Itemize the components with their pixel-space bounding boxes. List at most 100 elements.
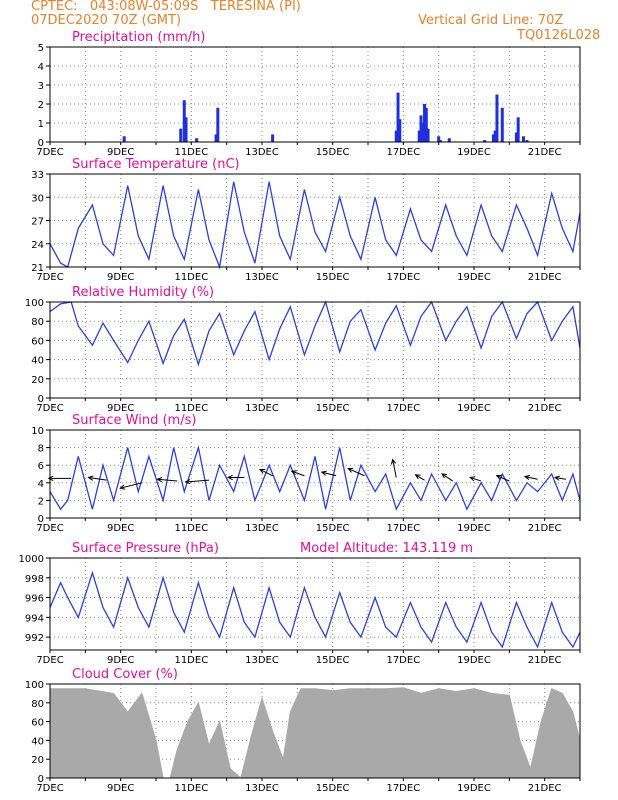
x-tick-label: 9DEC [107, 272, 134, 283]
precip-bar [184, 117, 188, 142]
x-tick-label: 7DEC [36, 655, 63, 666]
x-tick-label: 9DEC [107, 523, 134, 534]
wind-vector [291, 470, 305, 477]
y-tick-label: 100 [25, 298, 44, 309]
precip-bar [500, 107, 504, 142]
y-tick-label: 6 [38, 461, 44, 472]
wind-series-line [49, 445, 581, 511]
precip-bar [182, 100, 186, 142]
x-tick-label: 21DEC [528, 783, 562, 794]
wind-arrow-head [184, 479, 191, 485]
header-code: TQ0126L028 [517, 28, 601, 43]
rh-series-line [49, 300, 581, 367]
x-tick-label: 19DEC [457, 523, 491, 534]
x-tick-label: 17DEC [386, 655, 420, 666]
rh-title: Relative Humidity (%) [72, 285, 214, 300]
y-tick-label: 0 [38, 514, 44, 525]
wind-vector [441, 473, 454, 482]
rh-frame [49, 301, 581, 399]
y-tick-label: 4 [38, 479, 44, 490]
wind-arrow-head [469, 476, 476, 482]
x-tick-label: 7DEC [36, 272, 63, 283]
y-tick-label: 10 [31, 426, 44, 437]
x-tick-label: 11DEC [174, 147, 208, 158]
x-tick-label: 21DEC [528, 655, 562, 666]
x-tick-label: 11DEC [174, 655, 208, 666]
wind-vector [470, 476, 482, 482]
x-tick-label: 13DEC [245, 655, 279, 666]
x-tick-label: 15DEC [316, 655, 350, 666]
wind-arrow-head [523, 474, 530, 481]
precip-bar [491, 134, 495, 142]
wind-vector [88, 476, 107, 481]
cloud-title: Cloud Cover (%) [72, 667, 178, 682]
precip-bar [179, 128, 183, 142]
y-tick-label: 2 [38, 100, 44, 111]
x-tick-label: 11DEC [174, 403, 208, 414]
x-tick-label: 15DEC [316, 147, 350, 158]
wind-vector [524, 476, 538, 480]
x-tick-label: 15DEC [316, 523, 350, 534]
precip-bar [424, 107, 428, 142]
wind-vector [415, 474, 425, 481]
y-tick-label: 1 [38, 119, 44, 130]
y-tick-label: 994 [25, 613, 44, 624]
x-tick-label: 19DEC [457, 403, 491, 414]
precip-bar [438, 140, 442, 142]
precip-bar [122, 136, 126, 142]
x-tick-label: 7DEC [36, 523, 63, 534]
precip-bar [271, 134, 275, 142]
x-tick-label: 13DEC [245, 783, 279, 794]
wind-vector [259, 469, 273, 477]
precip-bar [419, 115, 423, 142]
x-tick-label: 21DEC [528, 147, 562, 158]
precip-title: Precipitation (mm/h) [72, 30, 205, 45]
x-tick-label: 9DEC [107, 783, 134, 794]
wind-vector [348, 468, 365, 477]
wind-arrow-head [553, 475, 561, 481]
wind-arrow-head [47, 475, 54, 482]
x-tick-label: 17DEC [386, 783, 420, 794]
x-tick-label: 17DEC [386, 147, 420, 158]
x-tick-label: 7DEC [36, 147, 63, 158]
temp-series-line [49, 181, 581, 270]
precip-bar [525, 140, 529, 142]
precip-bar [423, 104, 427, 142]
x-tick-label: 9DEC [107, 403, 134, 414]
precip-bar [514, 132, 518, 142]
x-tick-label: 13DEC [245, 403, 279, 414]
y-tick-label: 1000 [19, 554, 44, 565]
wind-vector [496, 475, 510, 482]
header-grid-line: Vertical Grid Line: 70Z [418, 13, 564, 28]
y-tick-label: 33 [31, 170, 44, 181]
press-series-line [49, 570, 581, 649]
wind-vector [392, 459, 397, 478]
precip-frame [49, 46, 581, 143]
y-tick-label: 60 [31, 336, 44, 347]
x-tick-label: 13DEC [245, 272, 279, 283]
x-tick-label: 7DEC [36, 403, 63, 414]
x-tick-label: 9DEC [107, 147, 134, 158]
wind-arrow-head [290, 470, 297, 476]
precip-bar [437, 136, 441, 142]
x-tick-label: 11DEC [174, 272, 208, 283]
precip-bar [483, 140, 487, 142]
x-tick-label: 21DEC [528, 403, 562, 414]
x-tick-label: 21DEC [528, 523, 562, 534]
x-tick-label: 9DEC [107, 655, 134, 666]
y-tick-label: 3 [38, 81, 44, 92]
model-altitude: Model Altitude: 143.119 m [300, 541, 473, 556]
x-tick-label: 11DEC [174, 783, 208, 794]
y-tick-label: 5 [38, 43, 44, 54]
wind-vector [185, 479, 210, 483]
wind-vector [554, 476, 566, 480]
precip-bar [216, 107, 220, 142]
y-tick-label: 992 [25, 633, 44, 644]
y-tick-label: 80 [31, 317, 44, 328]
x-tick-label: 19DEC [457, 655, 491, 666]
wind-arrow-head [156, 477, 163, 483]
cloud-frame [49, 683, 581, 779]
header-date: 07DEC2020 70Z (GMT) [31, 13, 182, 28]
precip-bar [493, 130, 497, 142]
